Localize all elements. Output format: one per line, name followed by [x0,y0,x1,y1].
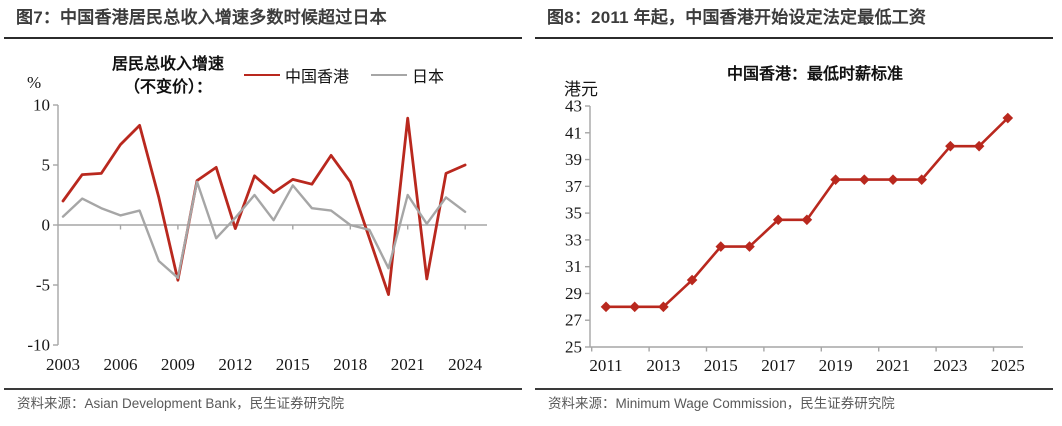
svg-text:2015: 2015 [704,356,738,375]
figure8-panel: 图8：2011 年起，中国香港开始设定法定最低工资 港元 中国香港：最低时薪标准… [531,0,1062,426]
svg-text:39: 39 [565,150,582,169]
svg-text:-10: -10 [27,336,50,355]
svg-text:2018: 2018 [333,355,367,374]
svg-text:37: 37 [565,177,583,196]
y-axis-unit-hkd: 港元 [564,80,598,99]
svg-text:2021: 2021 [391,355,425,374]
legend-item-hongkong: 中国香港 [244,63,349,87]
svg-text:2015: 2015 [276,355,310,374]
legend-label-hongkong: 中国香港 [285,69,350,86]
y-axis-unit-percent: % [27,73,42,92]
svg-text:5: 5 [42,156,51,175]
svg-text:41: 41 [565,123,582,142]
svg-text:25: 25 [565,338,582,357]
income-growth-chart-label: 居民总收入增速 （不变价）： [111,56,224,96]
svg-text:2023: 2023 [933,356,967,375]
svg-text:0: 0 [42,216,51,235]
svg-text:43: 43 [565,97,582,116]
svg-text:2021: 2021 [876,356,910,375]
figure7-title: 图7：中国香港居民总收入增速多数时候超过日本 [16,8,387,27]
figure7-panel: 图7：中国香港居民总收入增速多数时候超过日本 % 居民总收入增速 （不变价）： … [4,8,522,411]
figure7-source: 资料来源：Asian Development Bank，民生证券研究院 [17,396,345,411]
svg-text:2025: 2025 [991,356,1025,375]
svg-text:2012: 2012 [218,355,252,374]
legend-item-japan: 日本 [371,63,444,87]
hk-line-swatch [244,74,280,76]
figure8-title-underline [535,37,1053,39]
svg-text:31: 31 [565,257,582,276]
svg-text:10: 10 [33,96,50,115]
svg-text:2003: 2003 [46,355,80,374]
figure7-footer-rule [4,388,522,390]
minimum-wage-chart-label: 中国香港：最低时薪标准 [726,66,903,83]
svg-text:2011: 2011 [589,356,622,375]
svg-text:35: 35 [565,204,582,223]
svg-text:2009: 2009 [161,355,195,374]
svg-text:2006: 2006 [103,355,137,374]
minimum-wage-chart-svg: 43 41 39 37 35 33 31 29 27 25 2011 2013 2015 2017 2019… [565,97,1025,376]
svg-text:27: 27 [565,311,583,330]
legend-label-japan: 日本 [412,69,445,86]
svg-text:2013: 2013 [646,356,680,375]
income-growth-legend: 中国香港 日本 [244,63,444,87]
svg-text:-5: -5 [36,276,50,295]
figure7-title-underline [4,37,522,39]
svg-text:29: 29 [565,284,582,303]
svg-text:33: 33 [565,230,582,249]
svg-text:2017: 2017 [761,356,796,375]
svg-text:2019: 2019 [819,356,853,375]
figure8-footer-rule [535,388,1053,390]
svg-text:2024: 2024 [448,355,483,374]
japan-line-swatch [371,74,408,76]
figure8-source: 资料来源：Minimum Wage Commission，民生证券研究院 [548,396,895,411]
figure8-title: 图8：2011 年起，中国香港开始设定法定最低工资 [547,8,927,27]
